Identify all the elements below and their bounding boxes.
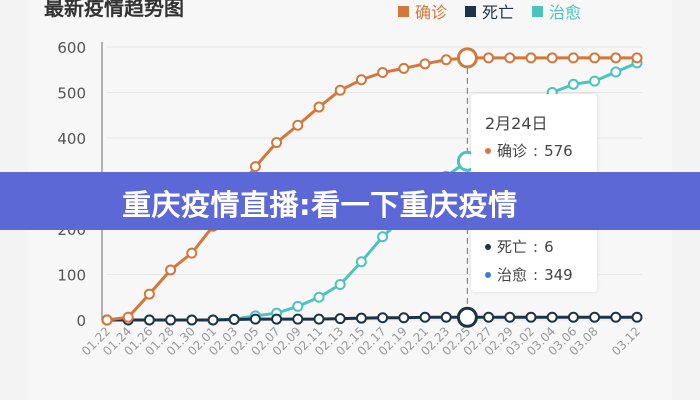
legend: 确诊 死亡 治愈 xyxy=(398,0,581,23)
tooltip-value: 349 xyxy=(544,265,573,284)
data-point xyxy=(398,312,410,324)
data-point xyxy=(419,58,431,70)
data-point xyxy=(440,311,452,323)
tooltip-value: 6 xyxy=(544,237,554,256)
y-tick-label: 500 xyxy=(57,85,86,103)
data-point xyxy=(165,314,177,326)
data-point xyxy=(456,47,478,69)
data-point xyxy=(313,101,325,113)
legend-label: 死亡 xyxy=(482,3,515,22)
x-tick-label: 03.12 xyxy=(609,324,643,358)
data-point xyxy=(610,52,622,64)
data-point xyxy=(567,311,579,323)
data-point xyxy=(334,84,346,96)
data-point xyxy=(589,311,601,323)
tooltip-label: 治愈 xyxy=(497,266,528,284)
data-point xyxy=(398,62,410,74)
data-point xyxy=(143,314,155,326)
headline-banner: 重庆疫情直播:看一下重庆疫情 xyxy=(0,172,700,230)
headline-text: 重庆疫情直播:看一下重庆疫情 xyxy=(122,188,518,222)
data-point xyxy=(271,137,283,149)
data-point xyxy=(377,66,389,78)
data-point xyxy=(546,311,558,323)
tooltip-label: 确诊 xyxy=(497,142,528,160)
data-point xyxy=(228,314,240,326)
tooltip-value: 576 xyxy=(544,141,573,160)
data-point xyxy=(377,231,389,243)
data-point xyxy=(249,313,261,325)
data-point xyxy=(334,279,346,291)
data-point xyxy=(589,75,601,87)
tooltip-row-cured: 治愈:349 xyxy=(485,264,573,285)
y-tick-label: 0 xyxy=(76,312,86,330)
data-point xyxy=(207,314,219,326)
legend-swatch xyxy=(465,5,477,17)
tooltip-row-deaths: 死亡:6 xyxy=(485,236,554,257)
data-point xyxy=(525,311,537,323)
dot-icon xyxy=(485,271,491,278)
tooltip-date: 2月24日 xyxy=(485,114,548,133)
legend-swatch xyxy=(532,5,544,17)
data-point xyxy=(271,313,283,325)
y-tick-label: 400 xyxy=(57,130,86,148)
tooltip-label: 死亡 xyxy=(497,238,528,256)
data-point xyxy=(249,161,261,173)
y-tick-label: 100 xyxy=(57,267,86,285)
data-point xyxy=(504,52,516,64)
data-point xyxy=(504,311,516,323)
data-point xyxy=(355,312,367,324)
data-point xyxy=(567,52,579,64)
data-point xyxy=(456,306,478,328)
data-point xyxy=(334,313,346,325)
data-point xyxy=(631,311,643,323)
data-point xyxy=(610,66,622,78)
data-point xyxy=(186,247,198,259)
dot-icon xyxy=(485,243,491,250)
data-point xyxy=(292,300,304,312)
data-point xyxy=(631,52,643,64)
legend-item-cured[interactable]: 治愈 xyxy=(532,0,581,23)
data-point xyxy=(546,52,558,64)
data-point xyxy=(186,314,198,326)
data-point xyxy=(165,264,177,276)
dot-icon xyxy=(485,147,491,154)
legend-item-deaths[interactable]: 死亡 xyxy=(465,0,514,23)
data-point xyxy=(377,312,389,324)
data-point xyxy=(355,256,367,268)
data-point xyxy=(483,52,495,64)
tooltip-row-confirmed: 确诊:576 xyxy=(485,140,573,161)
data-point xyxy=(610,311,622,323)
data-point xyxy=(589,52,601,64)
y-tick-label: 600 xyxy=(57,39,86,57)
data-point xyxy=(525,52,537,64)
chart-title: 最新疫情趋势图 xyxy=(44,0,184,20)
data-point xyxy=(292,313,304,325)
data-point xyxy=(355,74,367,86)
legend-swatch xyxy=(398,5,409,17)
data-point xyxy=(419,311,431,323)
data-point xyxy=(143,288,155,300)
data-point xyxy=(122,311,134,323)
data-point xyxy=(101,314,113,326)
data-point xyxy=(483,311,495,323)
data-point xyxy=(313,291,325,303)
legend-label: 治愈 xyxy=(549,3,582,22)
legend-item-confirmed[interactable]: 确诊 xyxy=(398,0,447,23)
legend-label: 确诊 xyxy=(415,3,448,22)
data-point xyxy=(440,54,452,66)
data-point xyxy=(313,313,325,325)
data-point xyxy=(567,78,579,90)
data-point xyxy=(292,119,304,131)
